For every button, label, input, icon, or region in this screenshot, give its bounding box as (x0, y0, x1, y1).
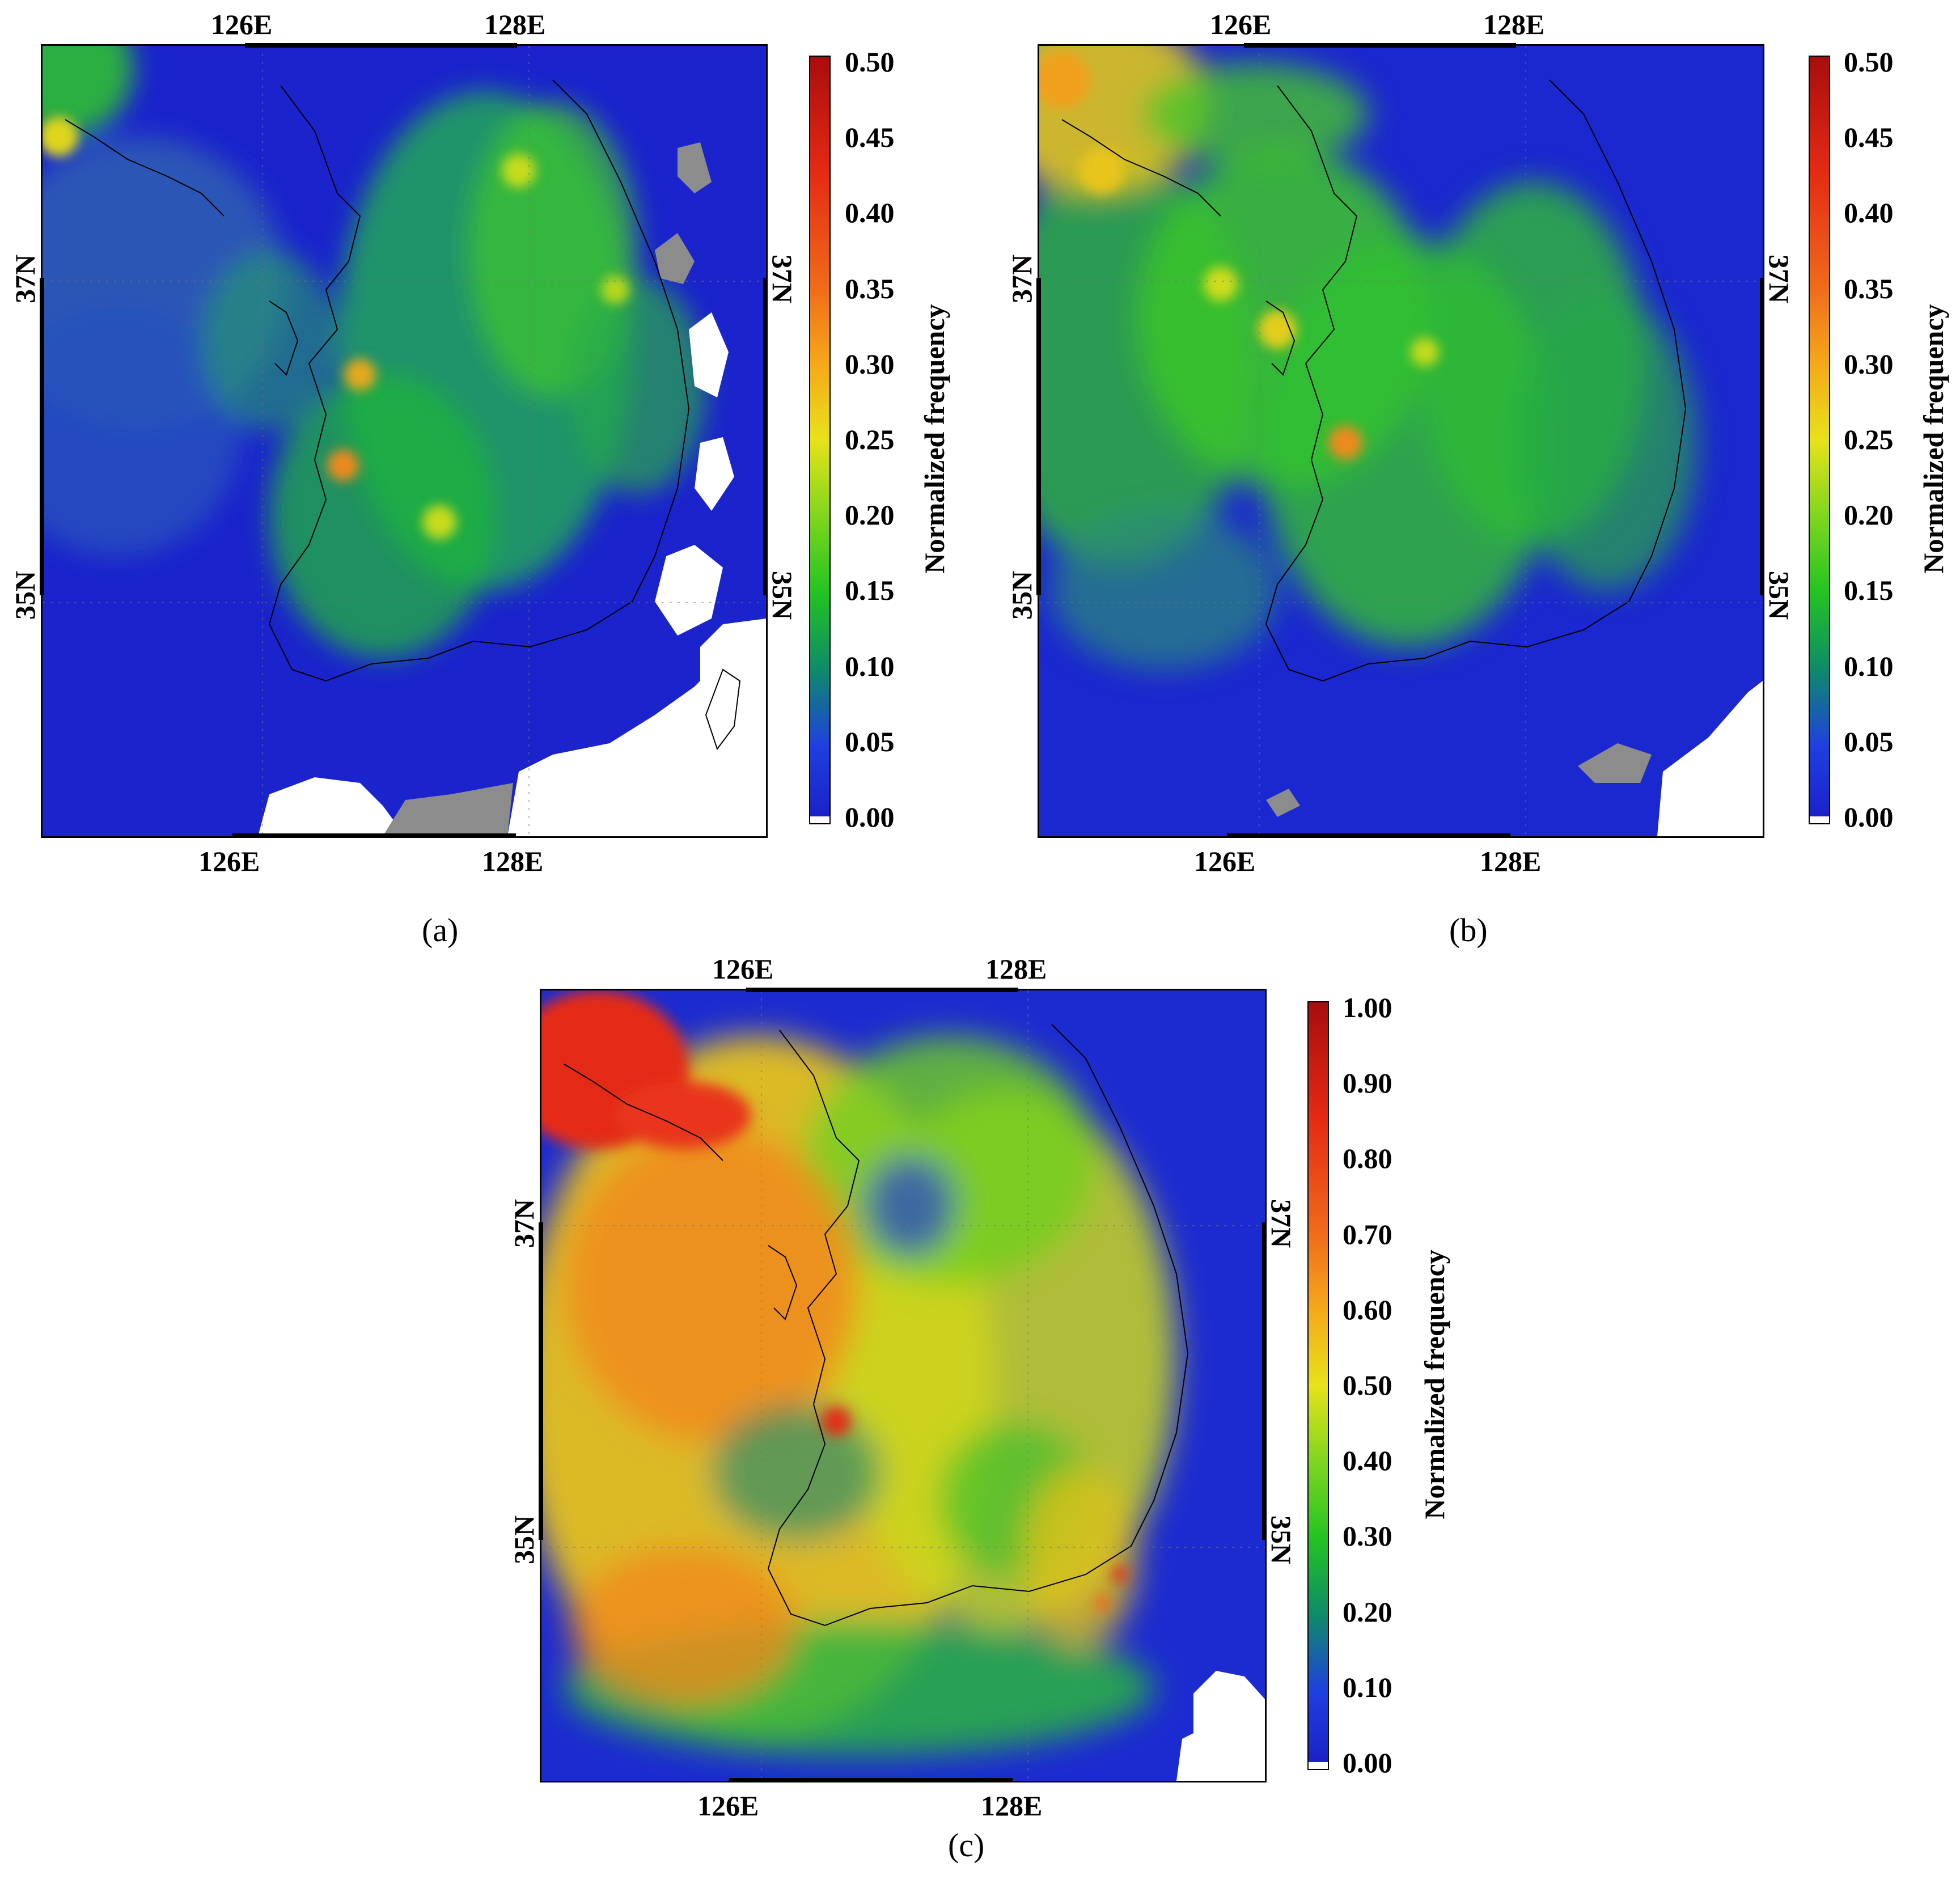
lon-tickbar-top-a (245, 43, 517, 48)
colorbar-tick-label: 0.15 (1844, 574, 1894, 607)
caption-a: (a) (422, 912, 459, 949)
lat-label-right-35n: 35N (767, 570, 798, 620)
lon-tickbar-top-c (746, 988, 1018, 992)
map-a (41, 44, 768, 838)
colorbar-tick-label: 0.00 (845, 801, 895, 833)
colorbar-tick-label: 0.20 (1844, 499, 1894, 531)
colorbar-tick-label: 0.40 (1343, 1445, 1392, 1477)
lat-label-left-35n: 35N (508, 1515, 540, 1565)
lat-label-right-37n: 37N (1763, 254, 1795, 304)
lon-label-bottom-126e: 126E (697, 1790, 759, 1822)
lon-label-bottom-128e: 128E (482, 845, 544, 877)
colorbar-a (809, 56, 831, 824)
lat-label-right-37n: 37N (1265, 1199, 1297, 1248)
colorbar-tick-label: 0.15 (845, 574, 895, 607)
lat-label-left-35n: 35N (1006, 570, 1038, 620)
colorbar-tick-label: 0.05 (845, 725, 895, 757)
lat-tickbar-left-c (539, 1222, 543, 1540)
colorbar-tick-label: 0.20 (1343, 1595, 1392, 1628)
colorbar-tick-label: 0.35 (1844, 272, 1894, 304)
colorbar-title-c: Normalized frequency (1419, 1250, 1450, 1519)
lon-tickbar-bottom-a (232, 833, 516, 838)
colorbar-c (1307, 1001, 1329, 1770)
lon-tickbar-bottom-b (1227, 833, 1510, 838)
colorbar-tick-label: 0.45 (845, 121, 895, 154)
colorbar-tick-label: 0.25 (1844, 424, 1894, 455)
colorbar-tick-label: 1.00 (1343, 992, 1392, 1023)
caption-b: (b) (1449, 912, 1488, 949)
lat-label-left-37n: 37N (9, 254, 41, 304)
colorbar-tick-label: 0.60 (1343, 1293, 1392, 1326)
lon-label-top-126e: 126E (211, 9, 273, 40)
lon-label-bottom-128e: 128E (981, 1790, 1043, 1822)
colorbar-tick-label: 0.40 (1844, 197, 1894, 229)
lon-tickbar-top-b (1244, 43, 1516, 48)
caption-c: (c) (948, 1827, 985, 1864)
colorbar-tick-label: 0.05 (1844, 725, 1894, 757)
lat-tickbar-left-a (40, 278, 44, 595)
lon-label-top-128e: 128E (1483, 9, 1545, 40)
lon-label-bottom-126e: 126E (198, 845, 260, 877)
colorbar-tick-label: 0.35 (845, 272, 895, 304)
lat-label-right-35n: 35N (1763, 570, 1795, 620)
colorbar-tick-label: 0.50 (1844, 46, 1894, 78)
colorbar-tick-label: 0.30 (1343, 1520, 1392, 1552)
colorbar-b (1809, 56, 1830, 824)
colorbar-tick-label: 0.00 (1343, 1747, 1392, 1779)
lat-label-right-35n: 35N (1265, 1515, 1297, 1565)
lat-label-right-37n: 37N (767, 254, 798, 304)
colorbar-tick-label: 0.25 (845, 424, 895, 455)
colorbar-tick-label: 0.40 (845, 197, 895, 229)
colorbar-tick-label: 0.10 (1343, 1671, 1392, 1703)
map-c (540, 989, 1267, 1782)
colorbar-tick-label: 0.50 (845, 46, 895, 78)
colorbar-tick-label: 0.30 (845, 348, 895, 380)
lon-label-top-126e: 126E (1210, 9, 1272, 40)
lat-label-left-35n: 35N (9, 570, 41, 620)
heatmap-c (541, 990, 1265, 1781)
lat-tickbar-left-b (1036, 278, 1041, 595)
colorbar-title-a: Normalized frequency (918, 304, 950, 574)
colorbar-tick-label: 0.80 (1343, 1142, 1392, 1175)
colorbar-tick-label: 0.70 (1343, 1218, 1392, 1250)
lon-label-bottom-128e: 128E (1480, 845, 1542, 877)
colorbar-tick-label: 0.10 (845, 650, 895, 682)
heatmap-b (1039, 46, 1763, 836)
lat-tickbar-right-a (763, 278, 768, 595)
colorbar-tick-label: 0.50 (1343, 1369, 1392, 1401)
lon-tickbar-bottom-c (729, 1778, 1013, 1782)
heatmap-a (43, 46, 766, 836)
colorbar-tick-label: 0.45 (1844, 121, 1894, 154)
colorbar-tick-label: 0.10 (1844, 650, 1894, 682)
colorbar-tick-label: 0.30 (1844, 348, 1894, 380)
lon-label-top-126e: 126E (712, 953, 774, 985)
lat-label-left-37n: 37N (508, 1199, 540, 1248)
colorbar-tick-label: 0.90 (1343, 1067, 1392, 1099)
colorbar-title-b: Normalized frequency (1917, 304, 1949, 574)
lat-tickbar-right-c (1262, 1222, 1267, 1540)
lon-label-bottom-126e: 126E (1194, 845, 1256, 877)
lon-label-top-128e: 128E (484, 9, 546, 40)
map-b (1038, 44, 1764, 838)
colorbar-tick-label: 0.00 (1844, 801, 1894, 833)
lat-tickbar-right-b (1760, 278, 1764, 595)
lon-label-top-128e: 128E (985, 953, 1047, 985)
colorbar-tick-label: 0.20 (845, 499, 895, 531)
lat-label-left-37n: 37N (1006, 254, 1038, 304)
